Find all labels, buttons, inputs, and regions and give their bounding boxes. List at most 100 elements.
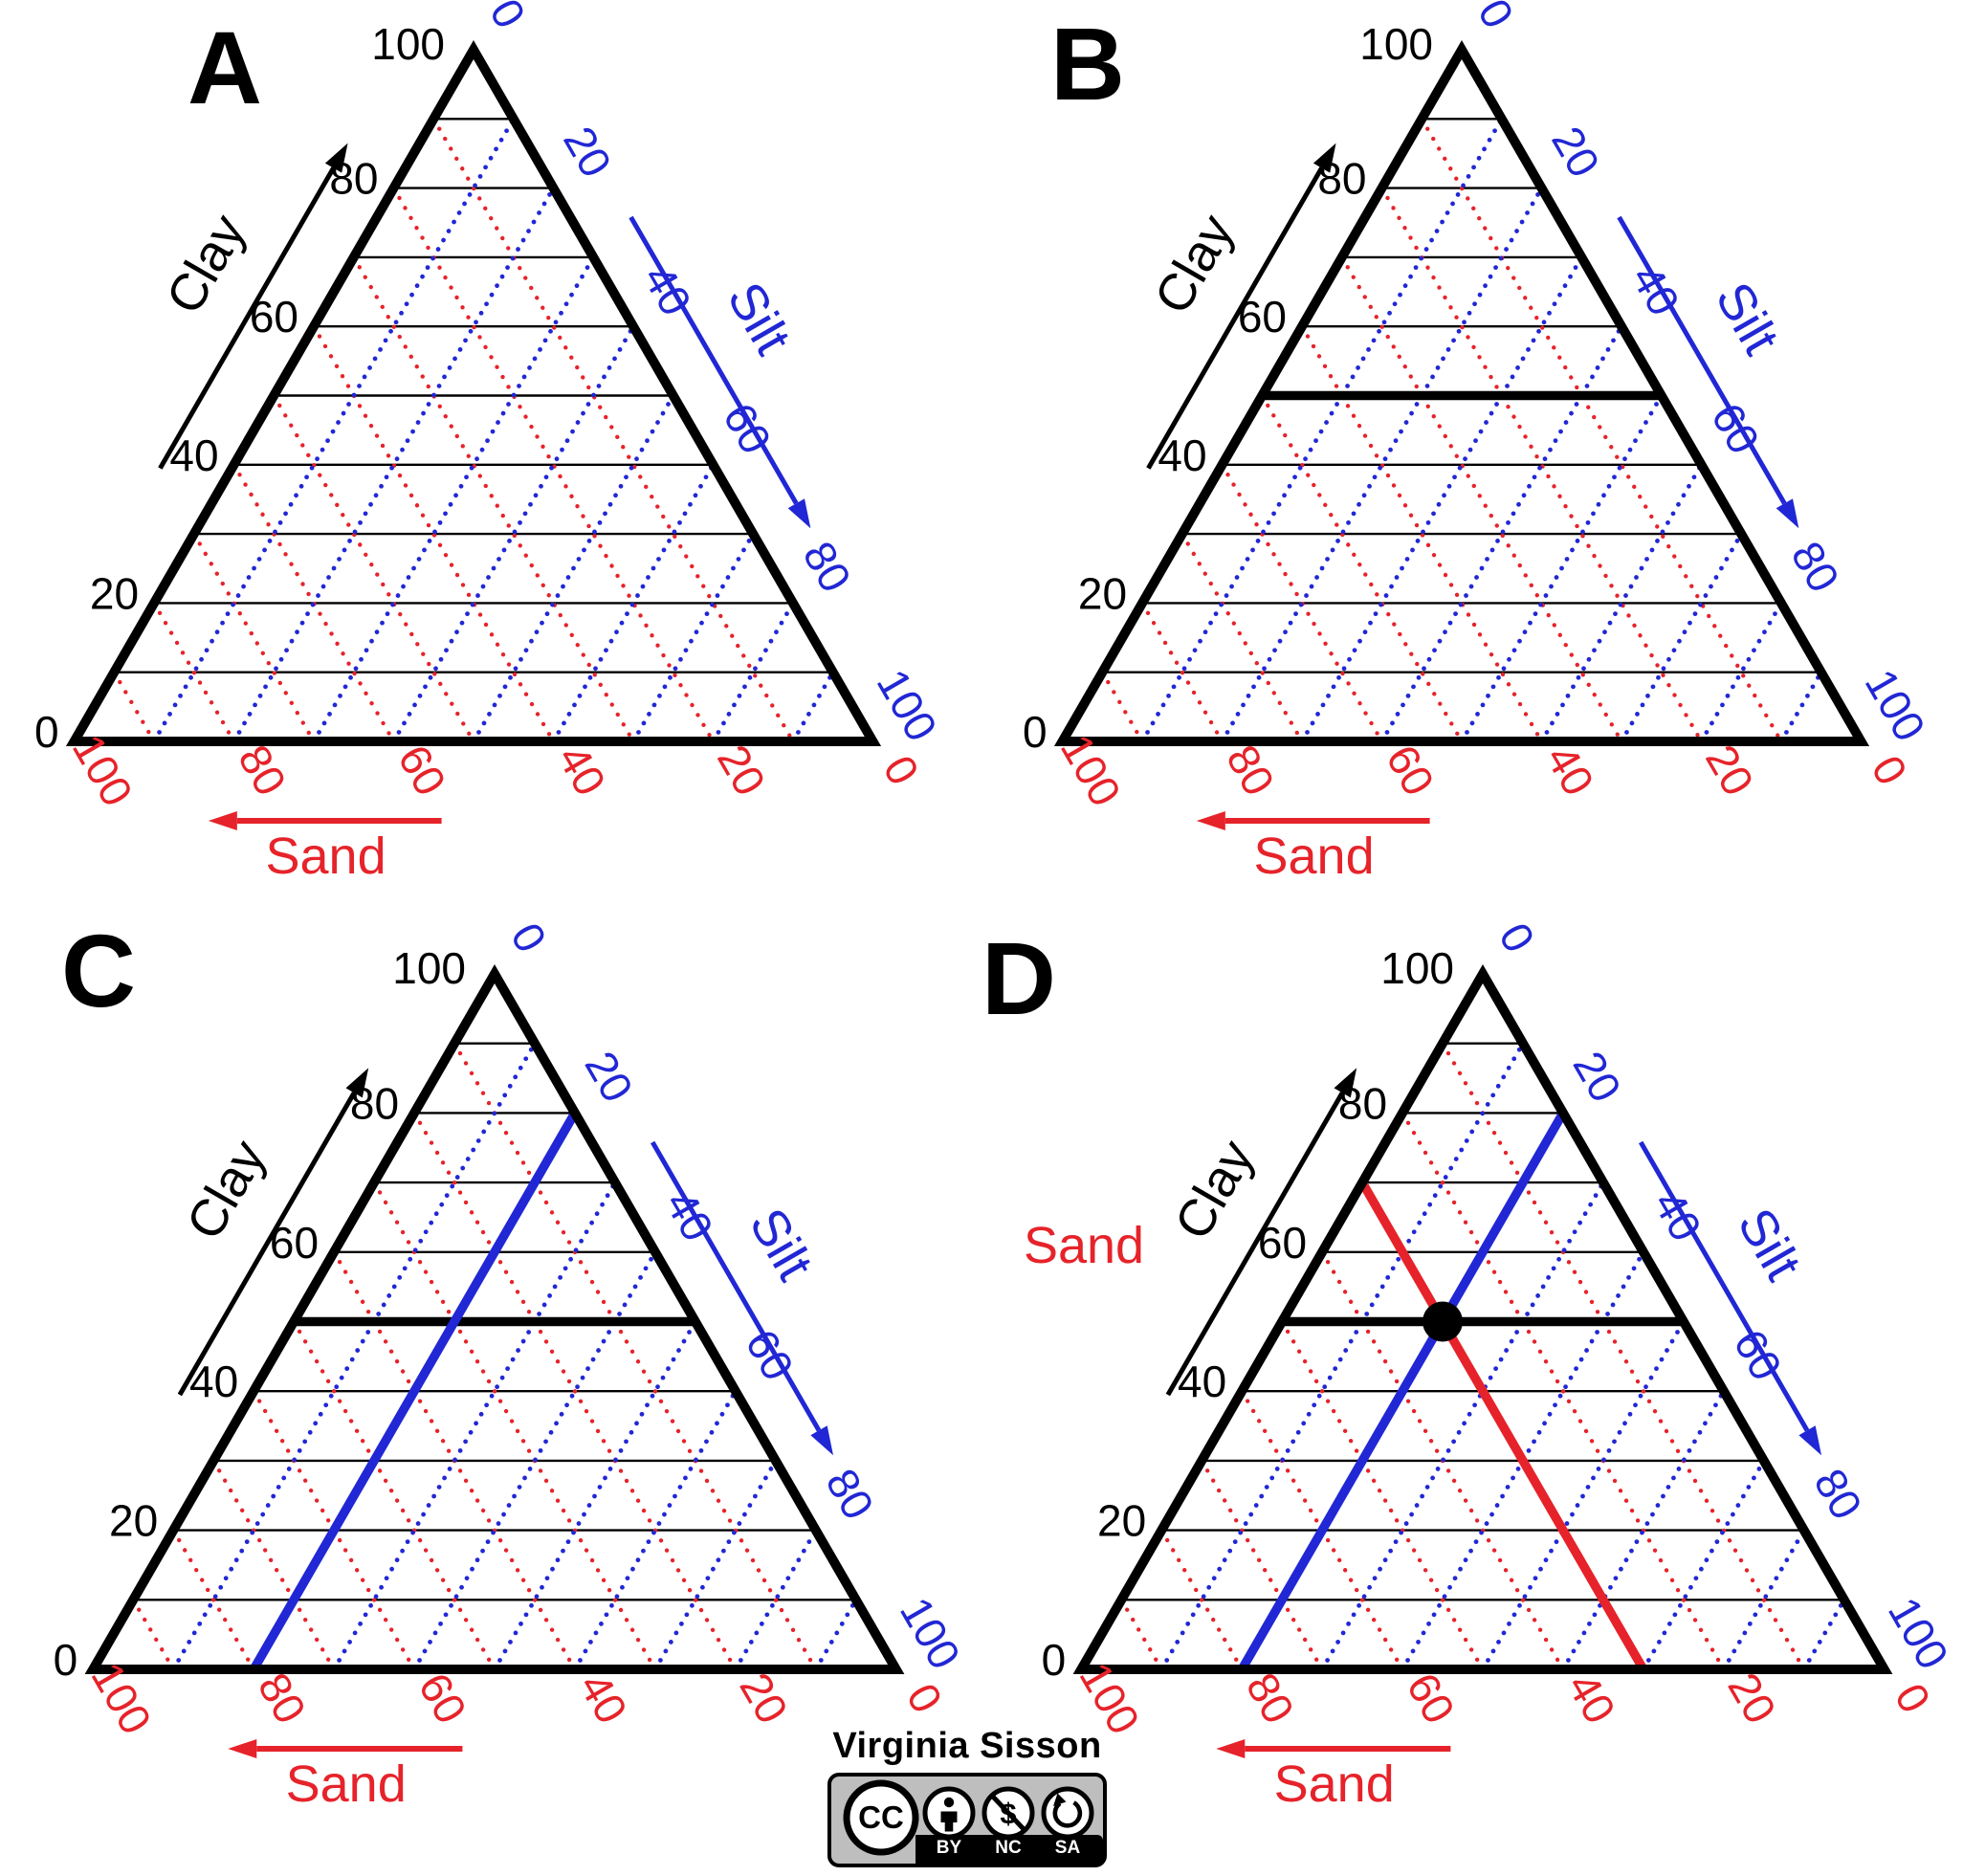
panel-D-silt-tick-80: 80 (1804, 1460, 1872, 1527)
panel-D-highlight-silt-20-line (1238, 1111, 1568, 1672)
panel-B-clay-tick-100: 100 (1359, 19, 1433, 69)
panel-C-silt-tick-0: 0 (501, 915, 557, 960)
panel-B-silt-gridline-10 (1139, 116, 1505, 744)
panel-B-triangle-border (1053, 39, 1870, 746)
panel-C-sand-gridline-30 (371, 1180, 658, 1672)
panel-C-silt-tick-100: 100 (891, 1589, 970, 1677)
by-label: BY (936, 1838, 962, 1858)
panel-D-silt-gridline-30 (1319, 1180, 1606, 1672)
panel-A-silt-axis-arrow-icon (629, 215, 811, 529)
panel-B-silt-tick-60: 60 (1702, 395, 1770, 462)
panel-D-clay-tick-20: 20 (1097, 1496, 1146, 1546)
panel-C-silt-tick-40: 40 (655, 1182, 723, 1249)
panel-B-silt-tick-20: 20 (1542, 118, 1610, 185)
panel-D-silt-tick-0: 0 (1489, 915, 1545, 960)
share-alike-arrow-icon (1041, 1786, 1094, 1840)
panel-C-triangle-border (84, 963, 905, 1674)
panel-B-silt-axis-arrow-icon (1617, 215, 1799, 529)
panel-A-clay-tick-0: 0 (34, 707, 59, 757)
panel-A-silt-gridline-30 (311, 254, 596, 744)
panel-C-silt-tick-20: 20 (575, 1043, 643, 1110)
panel-C-sand-axis-arrow-icon (228, 1739, 463, 1758)
panel-A-sand-tick-80: 80 (229, 737, 297, 804)
panel-B-clay-tick-20: 20 (1078, 568, 1127, 618)
nc-label: NC (995, 1838, 1022, 1858)
panel-C-silt-tick-60: 60 (736, 1321, 804, 1388)
panel-A-silt-gridline-90 (790, 670, 836, 744)
panel-A-triangle-border (65, 39, 882, 746)
panel-B-silt-tick-100: 100 (1856, 661, 1935, 749)
panel-C-silt-tick-80: 80 (816, 1460, 884, 1527)
panel-C-letter: C (61, 913, 136, 1028)
panel-D-silt-gridline-50 (1480, 1319, 1687, 1672)
panel-B-sand-gridline-50 (1260, 393, 1465, 744)
panel-A-clay-tick-100: 100 (371, 19, 445, 69)
panel-A-silt-tick-60: 60 (714, 395, 782, 462)
panel-B-clay-axis-arrow-icon (1146, 143, 1336, 470)
panel-B-sand-gridline-90 (1100, 670, 1145, 744)
credit-text: Virginia Sisson (832, 1726, 1102, 1766)
panel-B-sand-tick-20: 20 (1696, 737, 1764, 804)
sa-label: SA (1054, 1838, 1081, 1858)
panel-A-silt-gridline-60 (551, 462, 716, 744)
panel-A-sand-axis-title: Sand (265, 828, 386, 885)
panel-B-silt-gridline-30 (1299, 254, 1584, 744)
panel-C-sand-tick-20: 20 (730, 1665, 798, 1732)
panel-A-sand-gridline-30 (351, 254, 636, 744)
panel-A-silt-gridline-70 (630, 531, 756, 744)
panel-D-sand-gridline-90 (1119, 1598, 1164, 1672)
panel-D-triangle-border (1072, 963, 1893, 1674)
panel-D-sand-axis-title: Sand (1274, 1755, 1395, 1813)
panel-B-sand-gridline-20 (1379, 186, 1704, 744)
panel-D-sand-tick-0: 0 (1886, 1675, 1941, 1721)
cc-license-icons: $ (843, 1779, 1103, 1864)
panel-C-silt-gridline-30 (331, 1180, 618, 1672)
panel-D-silt-tick-20: 20 (1563, 1043, 1631, 1110)
panel-D-clay-axis-arrow-icon (1165, 1068, 1357, 1397)
panel-C-sand-tick-40: 40 (569, 1665, 637, 1732)
panel-D-clay-axis-title: Clay (1164, 1131, 1266, 1249)
license-band (915, 1835, 1103, 1864)
panel-A-silt-tick-40: 40 (634, 256, 702, 323)
panel-C-clay-axis-title: Clay (176, 1131, 277, 1249)
panel-B-letter: B (1050, 6, 1125, 121)
panel-A-sand-gridline-80 (151, 601, 236, 744)
panel-B-sand-gridline-10 (1420, 117, 1784, 744)
panel-A-sand-tick-0: 0 (873, 747, 929, 793)
panel-A-sand-gridline-20 (391, 186, 716, 744)
panel-A-silt-tick-0: 0 (480, 0, 536, 36)
panel-A-clay-tick-20: 20 (90, 568, 139, 618)
panel-B-sand-gridline-30 (1339, 254, 1624, 744)
panel-C-sand-gridline-20 (411, 1111, 739, 1672)
panel-D-sand-tick-80: 80 (1237, 1665, 1305, 1732)
cc-license-badge: $ CC BY NC SA (827, 1773, 1107, 1867)
panel-A-silt-tick-100: 100 (868, 661, 947, 749)
panel-B-silt-tick-40: 40 (1622, 256, 1690, 323)
panel-B-silt-gridline-70 (1619, 531, 1744, 744)
panel-C-silt-gridline-60 (572, 1388, 739, 1672)
panel-A-sand-axis-arrow-icon (208, 811, 442, 830)
panel-B-silt-axis-title: Silt (1705, 273, 1790, 364)
panel-A-silt-gridline-10 (151, 116, 517, 744)
panel-C-sand-tick-0: 0 (897, 1675, 953, 1721)
panel-A-silt-tick-80: 80 (793, 533, 861, 600)
panel-B-sand-tick-0: 0 (1862, 747, 1917, 793)
panel-B-silt-gridline-50 (1459, 393, 1665, 744)
panel-D-sand-line-label: Sand (1024, 1217, 1144, 1274)
panel-A-sand-tick-60: 60 (388, 737, 456, 804)
panel-A-silt-gridline-20 (232, 186, 556, 744)
panel-D-silt-gridline-60 (1560, 1388, 1727, 1672)
panel-C-sand-gridline-80 (171, 1528, 256, 1672)
panel-A-silt-gridline-40 (391, 323, 636, 744)
panel-D-silt-tick-100: 100 (1879, 1589, 1958, 1677)
panel-C-silt-gridline-50 (492, 1319, 698, 1672)
panel-C-clay-tick-100: 100 (392, 943, 466, 993)
panel-D-silt-tick-40: 40 (1643, 1182, 1711, 1249)
panel-D-sand-gridline-80 (1159, 1528, 1245, 1672)
panel-C-clay-tick-0: 0 (54, 1635, 78, 1685)
panel-C-sand-axis-title: Sand (286, 1755, 407, 1813)
